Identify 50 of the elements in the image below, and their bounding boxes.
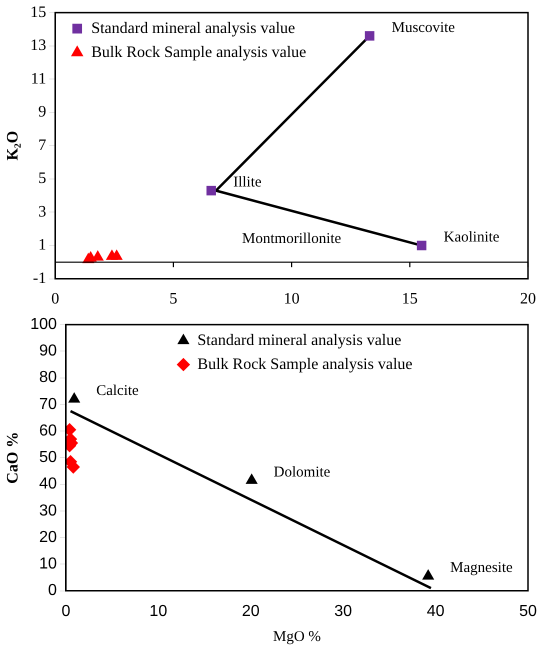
legend-label: Standard mineral analysis value	[91, 20, 296, 37]
legend-label: Standard mineral analysis value	[197, 332, 402, 349]
annotation: Kaolinite	[444, 229, 500, 246]
x-tick-label: 10	[149, 602, 168, 620]
x-axis-title: MgO %	[272, 628, 321, 645]
annotation: Magnesite	[450, 560, 514, 576]
annotation: Calcite	[96, 383, 140, 400]
y-tick-label: 40	[39, 476, 57, 493]
x-tick-label: 10	[284, 290, 300, 308]
y-tick-label: 90	[39, 342, 57, 360]
point	[364, 31, 374, 41]
y-tick-label: 9	[38, 104, 46, 121]
x-tick-label: 15	[402, 290, 418, 308]
point	[416, 240, 426, 250]
legend-label: Bulk Rock Sample analysis value	[197, 356, 412, 373]
y-axis-title: K₂O	[4, 130, 22, 161]
x-tick-label: 5	[169, 290, 178, 308]
y-tick-label: 60	[39, 422, 57, 440]
y-tick-label: 50	[39, 449, 57, 466]
annotation: Muscovite	[392, 20, 456, 36]
annotation: Dolomite	[274, 464, 331, 480]
point	[206, 186, 216, 196]
y-axis-title: CaO %	[4, 432, 22, 484]
y-tick-label: 11	[30, 70, 46, 88]
y-tick-label: 10	[39, 556, 57, 573]
y-tick-label: 100	[30, 316, 57, 334]
annotation: Illite	[233, 174, 262, 191]
y-tick-label: 0	[48, 582, 57, 600]
y-tick-label: 30	[39, 502, 57, 520]
y-tick-label: 7	[38, 136, 46, 154]
point	[422, 570, 434, 580]
legend-label: Bulk Rock Sample analysis value	[91, 44, 306, 61]
y-tick-label: 20	[39, 528, 57, 546]
x-tick-label: 20	[242, 602, 260, 620]
annotation: Montmorillonite	[242, 230, 342, 247]
y-tick-label: -1	[32, 270, 46, 288]
y-tick-label: 1	[38, 236, 46, 254]
x-tick-label: 40	[426, 602, 445, 620]
y-tick-label: 80	[39, 369, 57, 386]
y-tick-label: 5	[38, 170, 46, 188]
x-tick-label: 0	[61, 602, 70, 620]
x-tick-label: 30	[334, 602, 352, 620]
y-tick-label: 15	[30, 4, 46, 21]
x-tick-label: 50	[519, 602, 537, 620]
y-tick-label: 3	[38, 203, 46, 220]
point	[246, 474, 258, 484]
y-tick-label: 13	[30, 37, 46, 54]
x-tick-label: 20	[520, 290, 536, 308]
y-tick-label: 70	[39, 396, 57, 413]
point	[110, 250, 122, 260]
